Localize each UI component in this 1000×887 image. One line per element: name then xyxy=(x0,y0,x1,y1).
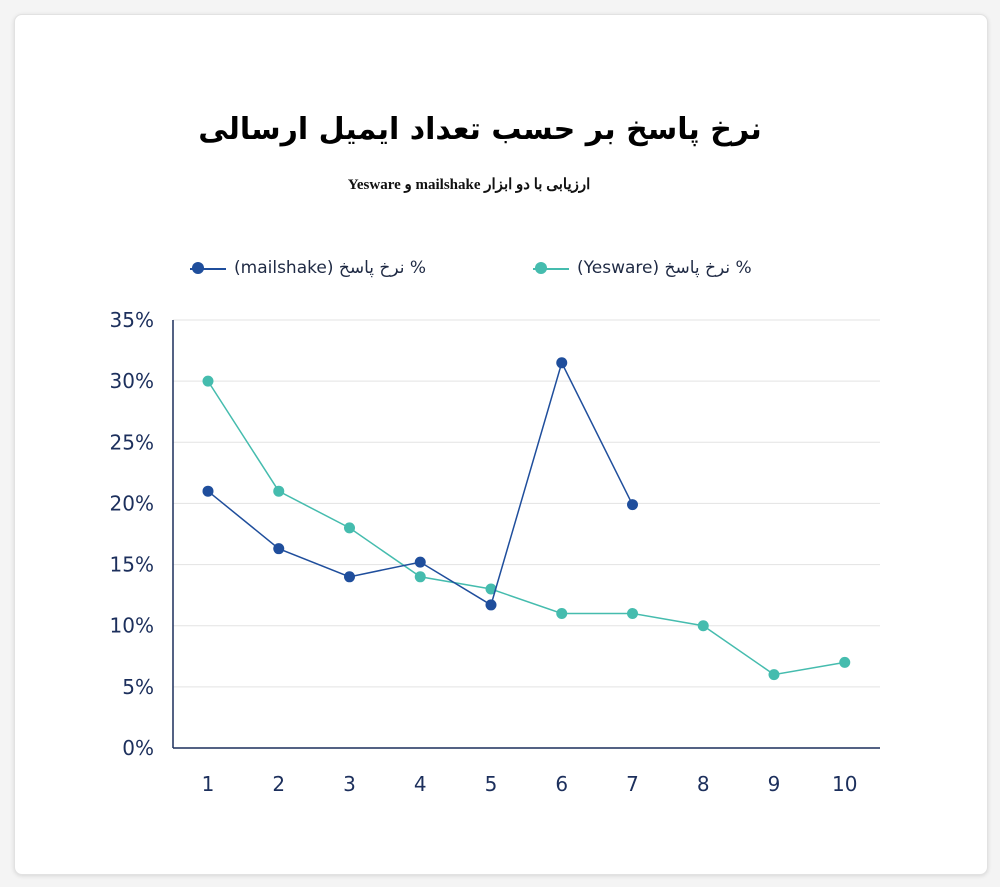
data-point xyxy=(556,607,568,619)
x-tick-label: 5 xyxy=(485,772,498,796)
data-point xyxy=(485,599,497,611)
legend-label-mailshake: % نرخ پاسخ (mailshake) xyxy=(234,258,427,278)
data-point xyxy=(627,607,638,619)
legend-item-mailshake: % نرخ پاسخ (mailshake) xyxy=(190,256,426,280)
y-tick-labels: 0% 5% 10% 15% 20% 25% 30% 35% xyxy=(110,308,154,760)
series-yesware xyxy=(202,375,851,681)
y-tick-label: 30% xyxy=(110,369,154,393)
data-point xyxy=(485,583,497,595)
x-tick-label: 7 xyxy=(626,772,639,796)
x-tick-label: 10 xyxy=(832,772,857,796)
data-point xyxy=(556,357,568,369)
x-tick-label: 6 xyxy=(555,772,568,796)
legend-marker-yesware xyxy=(533,258,569,278)
legend-marker-mailshake xyxy=(190,258,226,278)
data-point xyxy=(344,522,355,534)
y-tick-label: 25% xyxy=(110,430,154,454)
series-mailshake xyxy=(202,357,638,611)
x-tick-label: 2 xyxy=(272,772,285,796)
legend-item-yesware: % نرخ پاسخ (Yesware) xyxy=(533,256,752,280)
data-point xyxy=(202,485,214,497)
data-point xyxy=(344,571,355,583)
y-tick-label: 35% xyxy=(110,308,154,332)
x-tick-label: 1 xyxy=(202,772,215,796)
x-tick-label: 4 xyxy=(414,772,427,796)
data-point xyxy=(273,543,285,555)
data-point xyxy=(839,656,851,668)
y-tick-label: 10% xyxy=(110,614,154,638)
grid-lines xyxy=(173,319,880,688)
x-tick-label: 8 xyxy=(697,772,710,796)
x-tick-label: 3 xyxy=(343,772,356,796)
chart-title: نرخ پاسخ بر حسب تعداد ایمیل ارسالی xyxy=(198,112,762,147)
axes xyxy=(172,320,880,749)
data-point xyxy=(697,620,709,632)
data-point xyxy=(627,499,638,511)
chart-card xyxy=(14,14,988,875)
y-tick-label: 20% xyxy=(110,491,154,515)
series-line xyxy=(207,380,845,676)
y-tick-label: 15% xyxy=(110,553,154,577)
data-point xyxy=(414,556,426,568)
legend-label-yesware: % نرخ پاسخ (Yesware) xyxy=(577,258,752,278)
x-tick-labels: 1 2 3 4 5 6 7 8 9 10 xyxy=(202,772,858,796)
y-tick-label: 0% xyxy=(122,736,154,760)
series xyxy=(202,357,851,681)
data-point xyxy=(768,669,780,681)
data-point xyxy=(414,571,426,583)
data-point xyxy=(202,375,214,387)
series-line xyxy=(207,360,634,607)
x-tick-label: 9 xyxy=(768,772,781,796)
data-point xyxy=(273,485,285,497)
chart-subtitle: ارزیابی با دو ابزار mailshake و Yesware xyxy=(347,177,591,193)
y-tick-label: 5% xyxy=(122,675,154,699)
